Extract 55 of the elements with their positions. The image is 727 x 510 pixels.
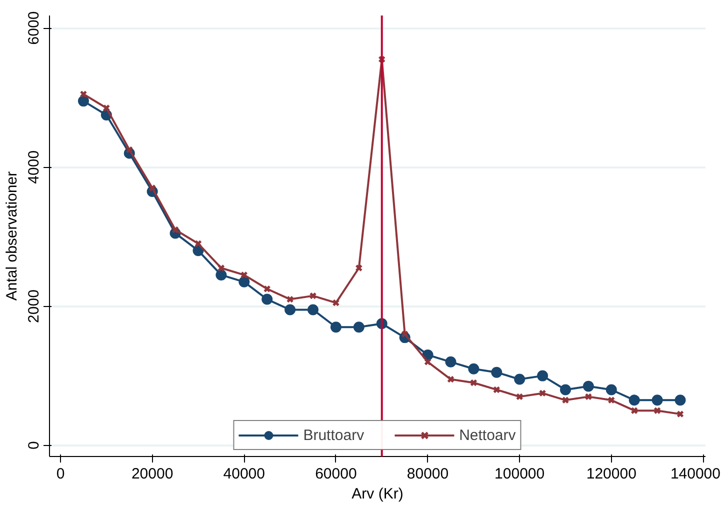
legend-label: Nettoarv [459, 426, 516, 444]
point [654, 406, 662, 414]
point [562, 396, 570, 404]
point [446, 376, 454, 384]
point [78, 96, 89, 107]
point [492, 386, 500, 394]
point [468, 363, 480, 374]
point [630, 406, 638, 414]
x-tick-label: 100000 [494, 466, 545, 482]
point [608, 396, 616, 404]
point [606, 384, 617, 396]
x-tick-label: 40000 [223, 466, 266, 482]
y-axis-title: Antal observationer [4, 171, 20, 301]
y-tick-label: 6000 [26, 11, 42, 45]
y-tick-label: 2000 [26, 290, 42, 323]
point [216, 269, 227, 280]
x-tick-label: 20000 [131, 466, 174, 482]
x-axis-title: Arv (Kr) [352, 486, 404, 502]
point [238, 276, 250, 288]
point [674, 394, 686, 406]
point [263, 285, 271, 293]
point [537, 370, 548, 382]
point [240, 271, 248, 279]
x-tick-label: 120000 [586, 466, 636, 482]
point [491, 366, 502, 378]
point [424, 358, 432, 366]
point [584, 392, 592, 400]
point [332, 299, 340, 306]
point [194, 240, 202, 248]
point [353, 322, 364, 333]
y-tick-label: 4000 [26, 150, 42, 184]
point [582, 380, 594, 392]
point [309, 292, 317, 300]
legend-label: Bruttoarv [303, 426, 364, 444]
point [308, 304, 318, 316]
point [286, 296, 294, 304]
x-tick-label: 0 [56, 466, 65, 482]
point [516, 392, 524, 400]
point [102, 104, 110, 112]
x-tick-label: 140000 [670, 466, 721, 482]
x-tick-label: 60000 [315, 466, 357, 482]
point [538, 389, 546, 397]
point [284, 304, 296, 316]
point [470, 379, 478, 386]
point [628, 394, 640, 406]
point [330, 322, 342, 333]
y-tick-label: 0 [26, 441, 42, 450]
point [560, 384, 571, 396]
point [217, 264, 225, 272]
point [514, 374, 526, 385]
point [262, 294, 273, 305]
point [355, 264, 363, 272]
x-tick-label: 80000 [406, 466, 449, 482]
point [445, 356, 456, 368]
point [652, 394, 663, 406]
